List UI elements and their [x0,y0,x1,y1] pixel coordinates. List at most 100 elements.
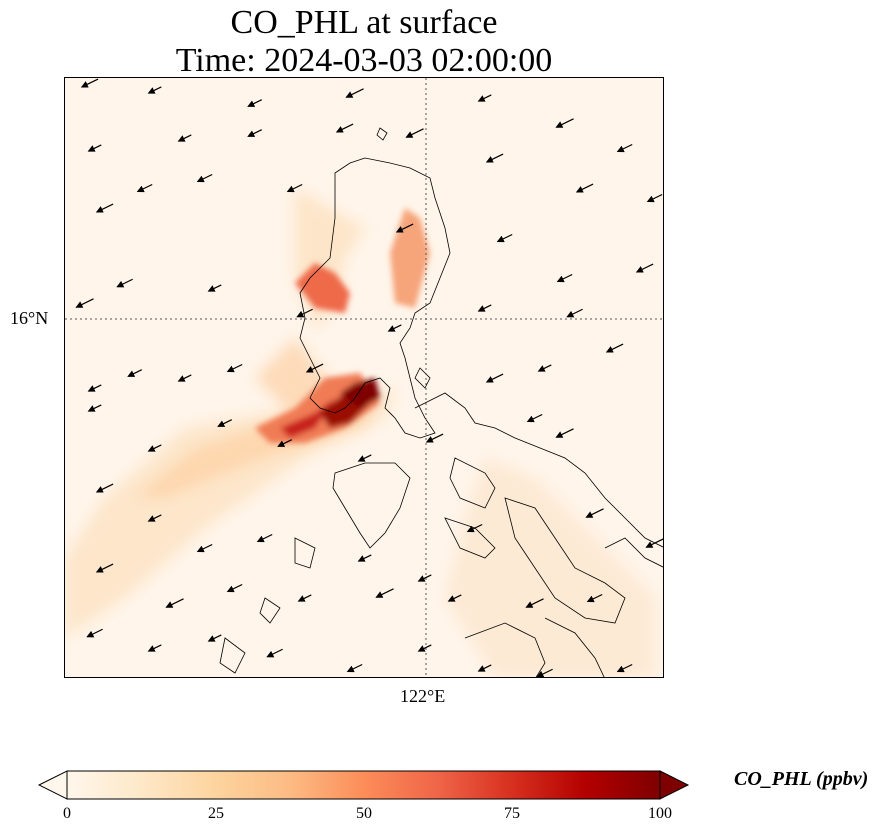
coastlines [219,127,663,677]
wind-arrow [605,343,624,353]
wind-arrow [425,433,444,443]
gridlines [65,78,663,677]
wind-arrow [305,363,324,373]
islet-coastline-2 [259,597,281,624]
wind-arrow [296,308,313,318]
colorbar-extend-low [38,770,68,800]
marinduque-coastline [449,457,496,509]
wind-arrow [395,223,414,233]
wind-arrow [575,183,594,193]
wind-arrow [165,598,184,608]
wind-arrow [616,143,633,153]
wind-arrow [447,594,462,602]
wind-arrow [466,523,483,533]
wind-arrow [417,644,432,652]
wind-arrow [555,118,574,128]
plume-west-outer [65,388,395,638]
wind-arrow [345,88,364,98]
colorbar [38,770,690,800]
wind-arrow [226,583,243,593]
wind-arrow [87,404,102,412]
islet-coastline-5 [414,367,431,389]
wind-arrow [226,363,243,373]
wind-arrow [635,263,654,273]
wind-arrow [357,454,372,462]
colorbar-extend-high [659,770,690,800]
wind-arrow [556,273,573,283]
wind-vectors [75,78,663,677]
colorbar-tick-50: 50 [356,805,372,822]
wind-arrow [485,373,504,383]
wind-arrow [645,538,663,548]
luzon-coastline [299,157,451,439]
wind-arrow [177,374,192,382]
wind-arrow [136,183,153,193]
samar-coastline [604,537,663,568]
hotspot-north-west [295,263,350,313]
wind-arrow [616,663,633,673]
wind-arrow [196,173,213,183]
wind-arrow [86,628,103,638]
islet-coastline-1 [294,537,316,569]
wind-arrow [277,439,293,447]
map-panel [64,77,664,678]
wind-arrow [485,153,504,163]
wind-arrow [526,413,543,423]
wind-arrow [196,543,213,553]
bicol-coastline [414,392,663,548]
wind-arrow [405,128,424,138]
colorbar-tick-75: 75 [504,805,520,822]
panay-coastline [544,617,605,677]
mindoro-coastline [332,462,411,549]
islet-coastline-4 [376,127,388,141]
wind-arrow [286,183,303,193]
concentration-map [65,78,663,677]
wind-arrow [95,483,114,493]
wind-arrow [536,668,553,677]
concentration-field [65,188,655,677]
negros-coastline [464,622,546,677]
wind-arrow [585,508,604,518]
wind-arrow [80,78,99,88]
wind-arrow [266,648,283,658]
wind-arrow [247,99,263,107]
wind-arrow [357,554,372,562]
wind-arrow [87,384,102,392]
wind-arrow [586,593,603,603]
longitude-label-122e: 122°E [400,686,446,706]
wind-arrow [147,86,162,94]
wind-arrow [375,588,394,598]
wind-arrow [247,129,263,137]
plume-southeast [445,458,655,677]
wind-arrow [256,533,273,543]
colorbar-tick-100: 100 [648,805,672,822]
map-title-line-2: Time: 2024-03-03 02:00:00 [175,42,553,79]
wind-arrow [87,144,102,152]
wind-arrow [646,193,663,203]
wind-arrow [95,563,114,573]
wind-arrow [217,419,233,427]
wind-arrow [496,233,513,243]
wind-arrow [95,203,114,213]
masbate-coastline [504,497,626,624]
hotspot-north-east [390,208,430,308]
colorbar-tick-0: 0 [63,805,71,822]
colorbar-gradient [66,770,661,800]
wind-arrow [207,634,222,642]
wind-arrow [477,664,492,672]
wind-arrow [387,324,402,332]
wind-arrow [177,134,192,142]
wind-arrow [127,369,143,377]
wind-arrow [525,598,544,608]
colorbar-tick-25: 25 [208,805,224,822]
wind-arrow [566,308,583,318]
latitude-label-16n: 16°N [10,308,49,328]
islet-coastline-3 [219,637,246,674]
wind-arrow [477,304,492,312]
wind-arrow [555,428,574,438]
wind-arrow [537,364,552,372]
wind-arrow [297,594,312,602]
wind-arrow [147,444,162,452]
wind-arrow [417,574,432,582]
wind-arrow [207,284,222,292]
